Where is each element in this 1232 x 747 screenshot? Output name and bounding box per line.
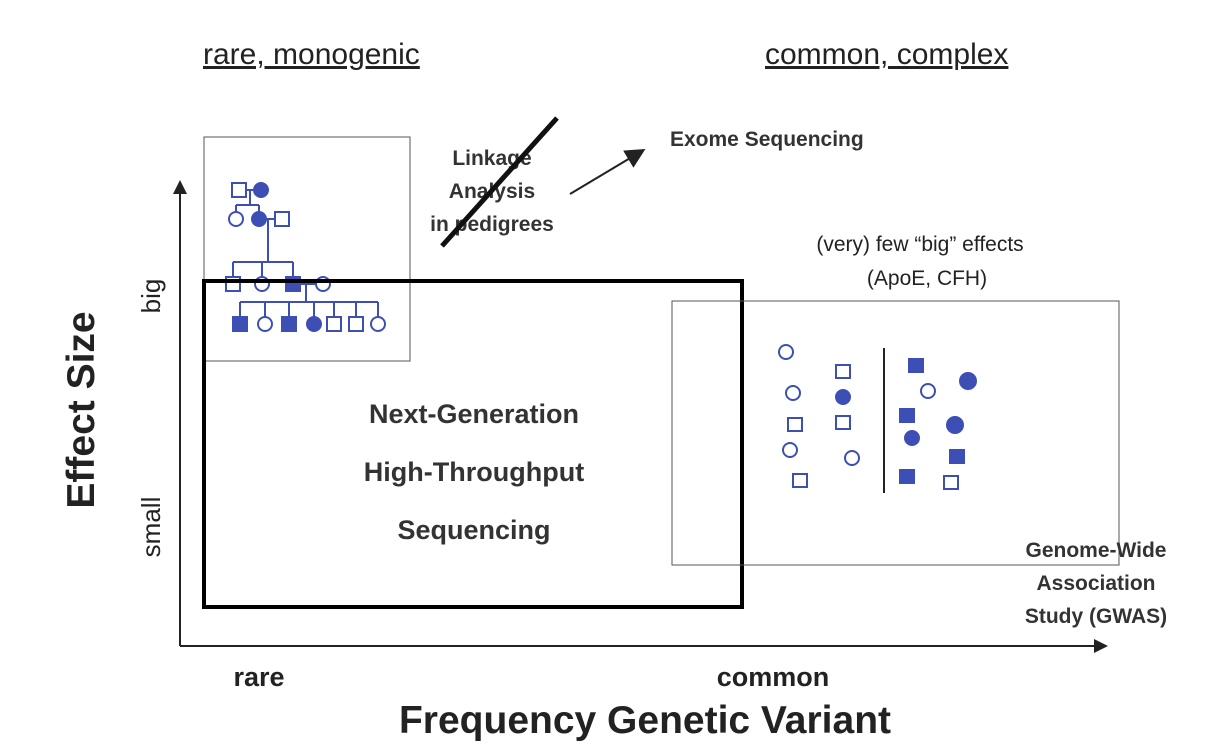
pedigree-female-unaffected [370, 316, 386, 332]
ngs-line-2: High-Throughput [364, 457, 584, 487]
control-female-symbol [782, 442, 798, 458]
pedigree-female-unaffected [228, 211, 244, 227]
x-tick-common: common [717, 662, 830, 692]
linkage-line-1: Linkage [452, 147, 531, 170]
ngs-region-box [202, 279, 744, 609]
y-axis-title: Effect Size [60, 311, 103, 508]
control-female-symbol [778, 344, 794, 360]
case-male-symbol [908, 358, 924, 373]
case-female-symbol [959, 372, 977, 390]
x-tick-rare: rare [233, 662, 284, 692]
pedigree-female-unaffected [257, 316, 273, 332]
case-male-symbol [949, 449, 965, 464]
gwas-line-2: Association [1036, 572, 1155, 595]
y-tick-small: small [136, 497, 166, 558]
case-female-symbol [946, 416, 964, 434]
case-male-symbol [899, 469, 915, 484]
arrow-to-exome [569, 148, 646, 195]
control-male-symbol [835, 415, 851, 430]
case-male-symbol [899, 408, 915, 423]
x-axis-title: Frequency Genetic Variant [399, 699, 891, 742]
pedigree-male-affected [232, 316, 248, 332]
exome-sequencing-label: Exome Sequencing [670, 128, 864, 151]
few-big-effects-line-1: (very) few “big” effects [816, 233, 1023, 256]
header-rare-monogenic: rare, monogenic [203, 38, 420, 71]
linkage-analysis-label: Linkage Analysis in pedigrees [430, 116, 559, 248]
pedigree-female-affected [306, 316, 322, 332]
control-female-symbol [844, 450, 860, 466]
gwas-region-box [671, 300, 1120, 566]
x-axis-arrowhead [1094, 639, 1108, 653]
pedigree-female-affected [251, 211, 267, 227]
linkage-line-3: in pedigrees [430, 213, 554, 236]
control-female-symbol [920, 383, 936, 399]
control-male-symbol [835, 364, 851, 379]
pedigree-male-unaffected [231, 182, 247, 198]
gwas-line-3: Study (GWAS) [1025, 605, 1167, 628]
pedigree-male-unaffected [348, 316, 364, 332]
axes [173, 180, 1108, 653]
control-male-symbol [792, 473, 808, 488]
few-big-effects-line-2: (ApoE, CFH) [867, 267, 987, 290]
pedigree-chart [225, 182, 386, 332]
control-male-symbol [943, 475, 959, 490]
strike-through-line [440, 116, 559, 248]
pedigree-male-unaffected [326, 316, 342, 332]
pedigree-female-affected [253, 182, 269, 198]
pedigree-box [203, 136, 411, 362]
header-common-complex: common, complex [765, 38, 1008, 71]
ngs-line-3: Sequencing [397, 515, 550, 545]
case-female-symbol [904, 430, 920, 446]
case-female-symbol [835, 389, 851, 405]
gwas-line-1: Genome-Wide [1026, 539, 1167, 562]
y-tick-big: big [136, 279, 166, 314]
pedigree-male-unaffected [274, 211, 290, 227]
control-male-symbol [787, 417, 803, 432]
y-axis-arrowhead [173, 180, 187, 194]
ngs-line-1: Next-Generation [369, 399, 579, 429]
control-female-symbol [785, 385, 801, 401]
gwas-symbols [778, 344, 977, 493]
pedigree-male-affected [281, 316, 297, 332]
